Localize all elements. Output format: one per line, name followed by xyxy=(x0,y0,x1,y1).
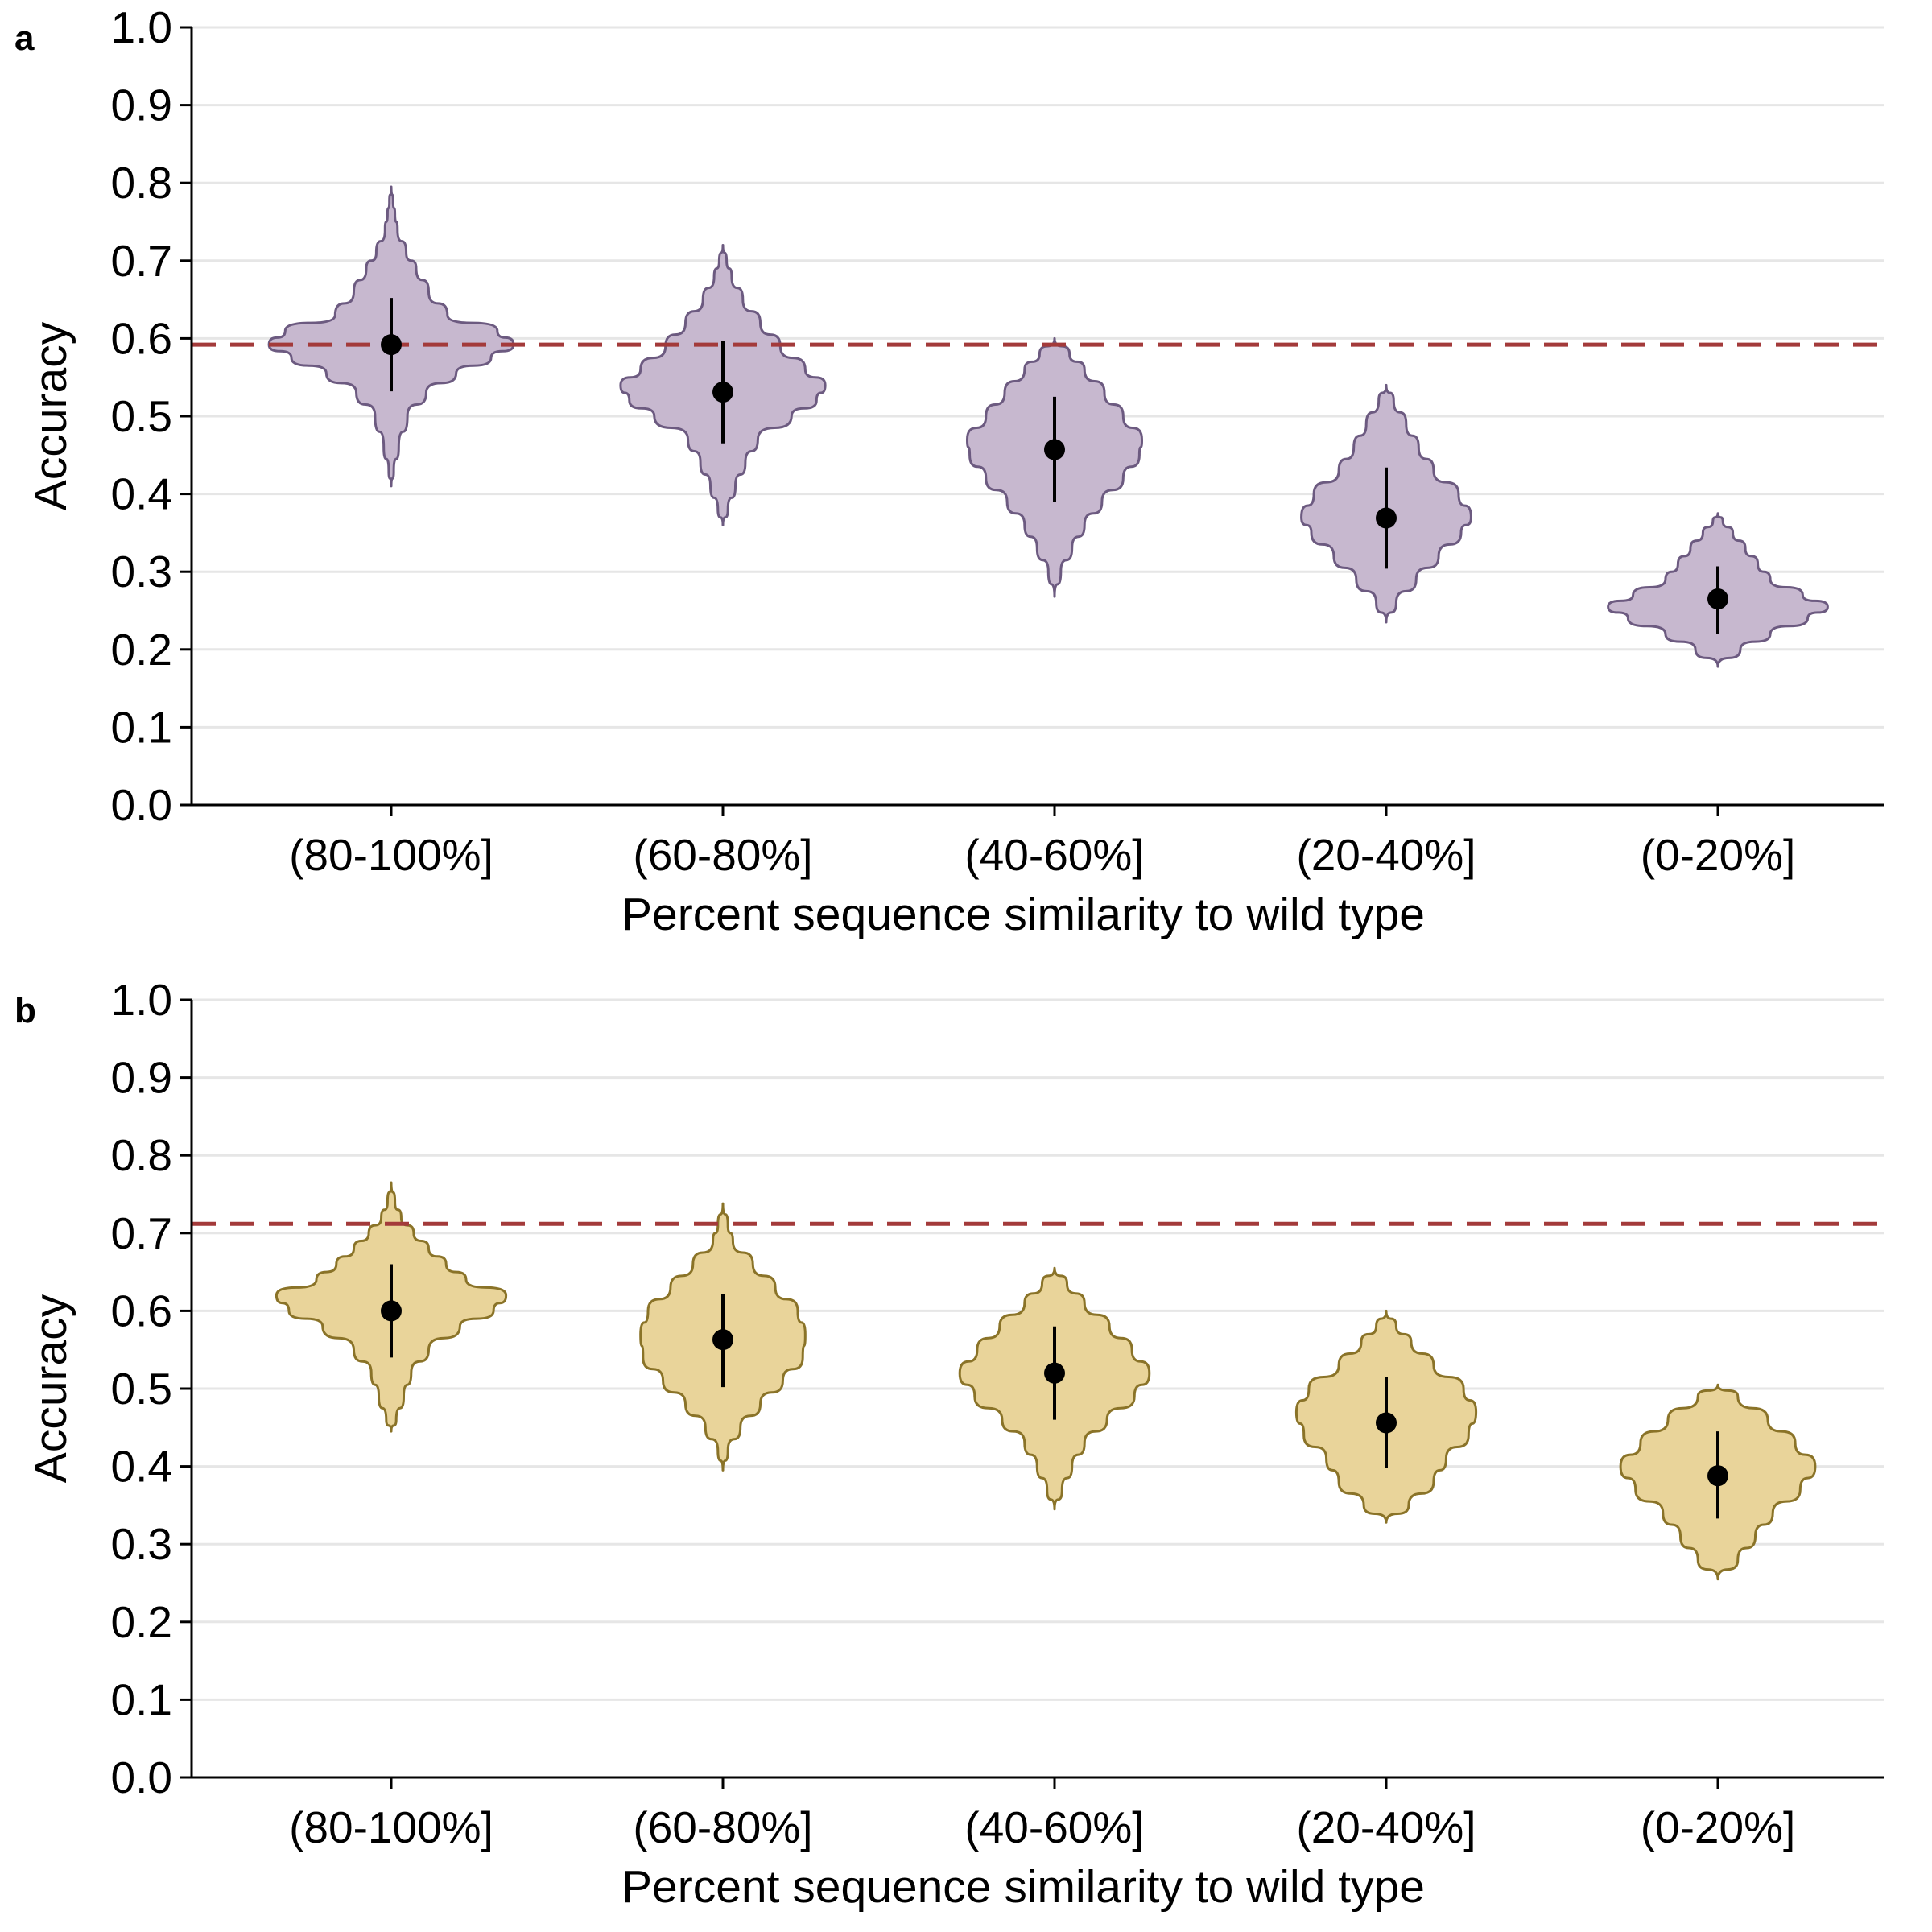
mean-point-4 xyxy=(1376,507,1397,529)
x-tick-label: (20-40%] xyxy=(1296,830,1476,880)
mean-point-3 xyxy=(1044,1362,1065,1384)
x-tick-label: (60-80%] xyxy=(633,830,812,880)
y-tick-label: 0.3 xyxy=(111,1519,172,1569)
y-tick-label: 0.0 xyxy=(111,780,172,830)
x-tick-label: (60-80%] xyxy=(633,1802,812,1852)
x-tick-label: (0-20%] xyxy=(1641,1802,1796,1852)
panel-label: b xyxy=(14,991,36,1030)
y-tick-label: 0.3 xyxy=(111,547,172,597)
panel-label: a xyxy=(14,19,35,58)
y-tick-label: 0.5 xyxy=(111,1364,172,1414)
y-axis-title: Accuracy xyxy=(25,1294,76,1483)
y-tick-label: 0.4 xyxy=(111,469,172,519)
panel-b: 0.0 0.1 0.2 0.3 0.4 0.5 0.6 0.7 0.8 0.9 1.0 (80-100… xyxy=(14,975,1884,1913)
y-tick-label: 0.1 xyxy=(111,1674,172,1724)
x-tick-label: (0-20%] xyxy=(1641,830,1796,880)
x-axis-title: Percent sequence similarity to wild type xyxy=(621,1861,1425,1913)
y-tick-label: 0.6 xyxy=(111,313,172,363)
x-tick-label: (80-100%] xyxy=(289,1802,493,1852)
y-tick-label: 0.5 xyxy=(111,391,172,441)
y-tick-label: 0.2 xyxy=(111,1597,172,1647)
x-tick-label: (20-40%] xyxy=(1296,1802,1476,1852)
y-tick-label: 0.2 xyxy=(111,625,172,675)
y-tick-label: 0.7 xyxy=(111,1208,172,1258)
mean-point-1 xyxy=(381,1300,402,1322)
mean-point-5 xyxy=(1707,1465,1728,1487)
y-tick-label: 0.1 xyxy=(111,702,172,752)
y-tick-label: 0.6 xyxy=(111,1286,172,1335)
x-tick-label: (40-60%] xyxy=(964,1802,1144,1852)
y-tick-label: 0.9 xyxy=(111,1053,172,1103)
y-tick-label: 0.7 xyxy=(111,236,172,286)
mean-point-3 xyxy=(1044,439,1065,460)
y-tick-label: 0.8 xyxy=(111,158,172,208)
y-tick-label: 0.4 xyxy=(111,1442,172,1492)
x-axis-title: Percent sequence similarity to wild type xyxy=(621,889,1425,940)
mean-point-2 xyxy=(712,1329,733,1351)
x-tick-label: (80-100%] xyxy=(289,830,493,880)
y-axis-title: Accuracy xyxy=(25,321,76,510)
panel-a: 0.0 0.1 0.2 0.3 0.4 0.5 0.6 0.7 0.8 0.9 1.0 (80-100… xyxy=(14,2,1884,940)
mean-point-1 xyxy=(381,334,402,356)
mean-point-4 xyxy=(1376,1412,1397,1434)
x-tick-label: (40-60%] xyxy=(964,830,1144,880)
y-tick-label: 1.0 xyxy=(111,975,172,1025)
mean-point-2 xyxy=(712,382,733,403)
y-tick-label: 0.9 xyxy=(111,80,172,130)
y-tick-label: 1.0 xyxy=(111,2,172,52)
mean-point-5 xyxy=(1707,588,1728,610)
y-tick-label: 0.8 xyxy=(111,1130,172,1180)
y-tick-label: 0.0 xyxy=(111,1752,172,1802)
